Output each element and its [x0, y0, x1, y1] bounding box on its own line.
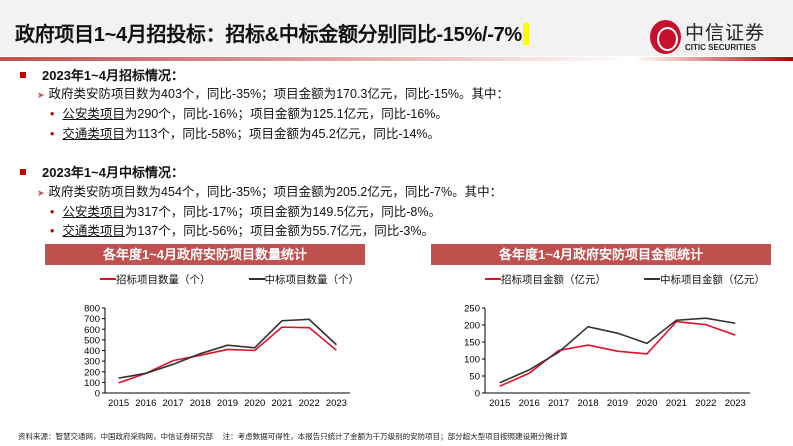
citic-logo-icon — [650, 20, 681, 54]
list-item: • 公安类项目为317个，同比-17%；项目金额为149.5亿元，同比-8%。 — [50, 205, 441, 219]
y-tick-label: 200 — [84, 367, 100, 378]
x-tick-label: 2015 — [489, 398, 510, 409]
arrow-bullet-icon: ➤ — [37, 90, 45, 100]
x-tick-label: 2022 — [299, 398, 320, 409]
x-tick-label: 2020 — [244, 398, 265, 409]
amount-chart: 0 50 100 150 200 250 2015 2016 2017 2018 2019 2020 2… — [464, 304, 750, 409]
x-tick-label: 2022 — [695, 398, 716, 409]
y-tick-label: 100 — [464, 355, 480, 366]
page-title: 政府项目1~4月招投标：招标&中标金额分别同比-15%/-7% — [15, 18, 529, 47]
header-divider — [0, 57, 793, 61]
x-tick-label: 2018 — [190, 398, 211, 409]
list-item: • 交通类项目为113个，同比-58%；项目金额为45.2亿元，同比-14%。 — [50, 127, 441, 141]
x-tick-label: 2017 — [162, 398, 183, 409]
section-heading: 2023年1~4月招标情况： — [20, 65, 184, 84]
chart-legend: 招标项目金额（亿元） 中标项目金额（亿元） — [485, 272, 765, 287]
legend-item: 中标项目数量（个） — [248, 272, 359, 287]
x-tick-label: 2016 — [135, 398, 156, 409]
list-item: • 公安类项目为290个，同比-16%；项目金额为125.1亿元，同比-16%。 — [50, 107, 448, 121]
x-tick-label: 2019 — [607, 398, 628, 409]
y-tick-label: 0 — [95, 389, 100, 400]
y-tick-label: 800 — [84, 304, 100, 315]
legend-item: 招标项目数量（个） — [100, 272, 211, 287]
y-tick-label: 150 — [464, 338, 480, 349]
y-tick-label: 200 — [464, 321, 480, 332]
y-tick-label: 600 — [84, 325, 100, 336]
chart-title: 各年度1~4月政府安防项目数量统计 — [45, 244, 365, 265]
x-tick-label: 2016 — [519, 398, 540, 409]
arrow-bullet-icon: ➤ — [37, 188, 45, 198]
y-tick-label: 400 — [84, 346, 100, 357]
x-tick-label: 2021 — [666, 398, 687, 409]
series-line-bid — [499, 320, 736, 387]
square-bullet-icon — [20, 169, 26, 175]
logo-text-cn: 中信证券 — [685, 22, 766, 44]
y-tick-label: 700 — [84, 314, 100, 325]
list-item: • 交通类项目为137个，同比-56%；项目金额为55.7亿元，同比-3%。 — [50, 224, 435, 238]
x-tick-label: 2019 — [217, 398, 238, 409]
series-line-bid — [118, 326, 337, 384]
x-tick-label: 2018 — [577, 398, 598, 409]
y-tick-label: 500 — [84, 335, 100, 346]
y-tick-label: 50 — [469, 372, 480, 383]
x-tick-label: 2015 — [108, 398, 129, 409]
x-tick-label: 2023 — [326, 398, 347, 409]
chart-legend: 招标项目数量（个） 中标项目数量（个） — [100, 272, 359, 287]
y-tick-label: 300 — [84, 357, 100, 368]
section-summary: ➤ 政府类安防项目数为454个，同比-35%；项目金额为205.2亿元，同比-7%… — [37, 185, 503, 199]
square-bullet-icon — [20, 72, 26, 78]
citic-logo: 中信证券 CITIC SECURITIES — [650, 14, 770, 54]
x-tick-label: 2020 — [636, 398, 657, 409]
section-heading: 2023年1~4月中标情况： — [20, 162, 184, 181]
highlight-marker — [522, 23, 529, 45]
y-tick-label: 0 — [475, 389, 480, 400]
y-tick-label: 250 — [464, 304, 480, 315]
logo-text-en: CITIC SECURITIES — [685, 43, 757, 52]
x-tick-label: 2023 — [725, 398, 746, 409]
y-tick-label: 100 — [84, 378, 100, 389]
section-summary: ➤ 政府类安防项目数为403个，同比-35%；项目金额为170.3亿元，同比-15… — [37, 87, 510, 101]
legend-item: 招标项目金额（亿元） — [485, 272, 606, 287]
footer-source: 资料来源：智慧交通网，中国政府采购网，中信证券研究部 注：考虑数据可得性，本报告… — [18, 432, 568, 441]
x-tick-label: 2017 — [548, 398, 569, 409]
chart-title: 各年度1~4月政府安防项目金额统计 — [431, 244, 771, 265]
legend-item: 中标项目金额（亿元） — [644, 272, 765, 287]
x-tick-label: 2021 — [271, 398, 292, 409]
